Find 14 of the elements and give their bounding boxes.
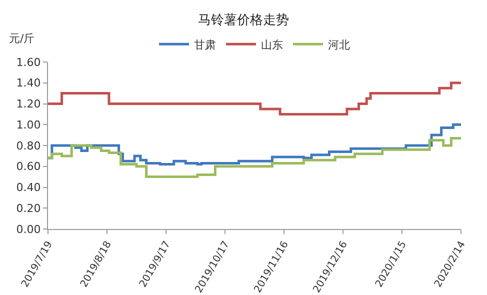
y-tick-label: 1.20 — [16, 98, 41, 111]
chart-title: 马铃薯价格走势 — [198, 12, 289, 28]
legend-label: 甘肃 — [194, 38, 216, 52]
y-tick-label: 1.00 — [16, 118, 41, 132]
y-tick-label: 0.40 — [16, 181, 41, 194]
y-axis-title: 元/斤 — [9, 32, 35, 45]
y-tick-label: 0.20 — [16, 202, 41, 215]
legend-label: 河北 — [328, 38, 350, 52]
y-tick-label: 1.60 — [16, 56, 41, 69]
y-tick-label: 0.60 — [16, 160, 41, 174]
legend-label: 山东 — [261, 38, 283, 52]
y-tick-label: 0.80 — [16, 139, 41, 152]
y-tick-label: 1.40 — [16, 76, 41, 90]
y-tick-label: 0.00 — [16, 222, 41, 236]
